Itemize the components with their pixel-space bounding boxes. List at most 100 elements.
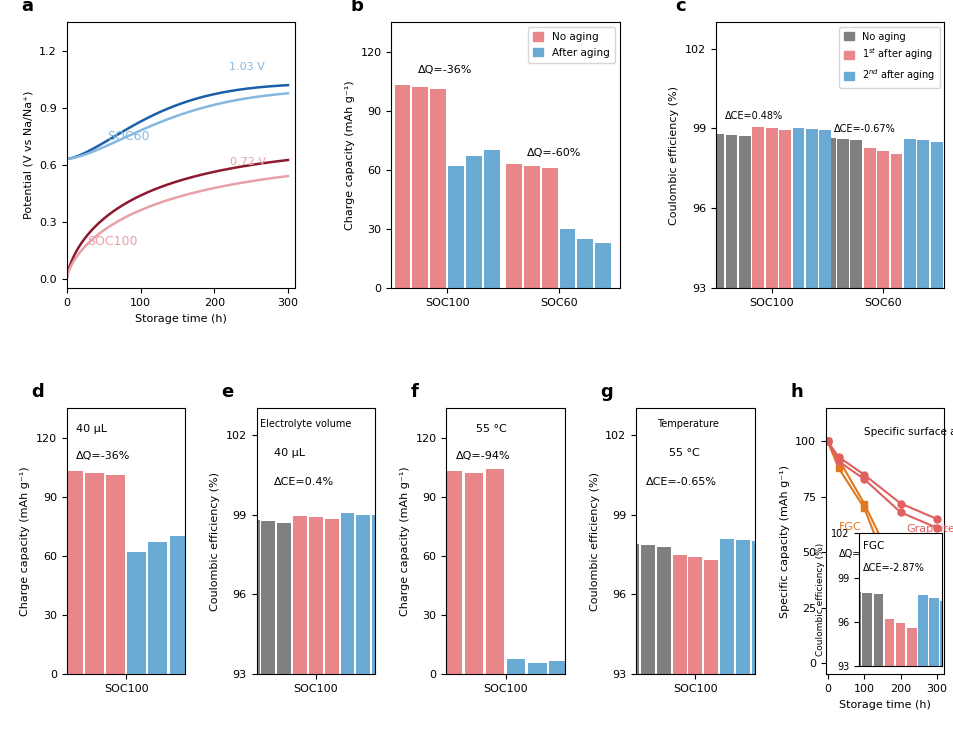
Bar: [541, 168, 557, 288]
Bar: [412, 87, 428, 288]
Text: Temperature: Temperature: [657, 419, 719, 429]
Y-axis label: Charge capacity (mAh g⁻¹): Charge capacity (mAh g⁻¹): [20, 466, 30, 616]
Bar: [64, 471, 83, 674]
Bar: [805, 129, 817, 288]
Bar: [765, 128, 777, 288]
Bar: [277, 523, 291, 674]
Bar: [890, 154, 902, 288]
Text: ΔQ=-90%: ΔQ=-90%: [838, 549, 885, 559]
Text: FGC: FGC: [838, 522, 861, 532]
Y-axis label: Coulombic efficiency (%): Coulombic efficiency (%): [589, 472, 599, 611]
Bar: [752, 127, 763, 288]
Bar: [624, 544, 639, 674]
Bar: [672, 555, 686, 674]
Bar: [917, 141, 928, 288]
Y-axis label: Coulombic efficiency (%): Coulombic efficiency (%): [210, 472, 220, 611]
Bar: [720, 539, 733, 674]
Bar: [506, 658, 525, 674]
Text: ΔCE=0.48%: ΔCE=0.48%: [724, 111, 782, 121]
Bar: [725, 135, 737, 288]
Bar: [903, 139, 915, 288]
Bar: [430, 89, 446, 288]
Bar: [739, 136, 750, 288]
Bar: [85, 474, 104, 674]
Text: 55 °C: 55 °C: [669, 448, 700, 458]
Bar: [464, 474, 483, 674]
Text: ΔQ=-36%: ΔQ=-36%: [76, 451, 131, 460]
Bar: [877, 151, 888, 288]
Bar: [245, 520, 259, 674]
Bar: [930, 141, 942, 288]
Bar: [324, 518, 338, 674]
Bar: [340, 513, 355, 674]
Bar: [850, 140, 862, 288]
Bar: [293, 516, 307, 674]
Text: Specific surface area: Specific surface area: [863, 427, 953, 437]
Bar: [527, 663, 546, 674]
Bar: [395, 85, 410, 288]
Bar: [523, 166, 539, 288]
Bar: [751, 541, 765, 674]
Bar: [792, 128, 803, 288]
Bar: [712, 134, 723, 288]
Bar: [485, 469, 504, 674]
Bar: [372, 515, 386, 674]
Text: ΔQ=-94%: ΔQ=-94%: [456, 451, 510, 460]
Text: ΔQ=-60%: ΔQ=-60%: [527, 148, 581, 158]
Text: Electrolyte volume: Electrolyte volume: [260, 419, 351, 429]
Bar: [170, 537, 188, 674]
Text: g: g: [599, 383, 613, 402]
Bar: [656, 547, 670, 674]
Bar: [448, 166, 463, 288]
X-axis label: Storage time (h): Storage time (h): [839, 699, 930, 710]
Legend: No aging, 1$^{st}$ after aging, 2$^{nd}$ after aging: No aging, 1$^{st}$ after aging, 2$^{nd}$…: [839, 27, 939, 88]
Text: 40 μL: 40 μL: [76, 424, 107, 434]
Bar: [106, 475, 125, 674]
Text: 40 μL: 40 μL: [274, 448, 305, 458]
Bar: [779, 130, 790, 288]
Text: Graphite: Graphite: [905, 524, 953, 534]
Bar: [483, 150, 499, 288]
Bar: [549, 660, 567, 674]
Text: ΔCE=0.4%: ΔCE=0.4%: [274, 477, 335, 487]
Text: 1.03 V: 1.03 V: [229, 62, 265, 72]
Text: b: b: [350, 0, 363, 15]
Text: SOC100: SOC100: [88, 235, 138, 248]
Bar: [735, 540, 749, 674]
Bar: [836, 139, 848, 288]
Text: d: d: [31, 383, 44, 402]
Bar: [703, 560, 718, 674]
Text: ΔCE=-0.65%: ΔCE=-0.65%: [645, 477, 716, 487]
Bar: [356, 515, 370, 674]
Y-axis label: Charge capacity (mAh g⁻¹): Charge capacity (mAh g⁻¹): [345, 81, 355, 230]
Text: c: c: [674, 0, 684, 15]
Bar: [822, 138, 835, 288]
Bar: [309, 517, 322, 674]
Bar: [465, 156, 481, 288]
Bar: [506, 164, 521, 288]
Text: h: h: [789, 383, 802, 402]
Text: SOC60: SOC60: [108, 130, 150, 143]
Bar: [577, 239, 593, 288]
Bar: [595, 243, 610, 288]
Bar: [819, 130, 830, 288]
Text: f: f: [411, 383, 418, 402]
Bar: [863, 149, 875, 288]
X-axis label: Storage time (h): Storage time (h): [135, 314, 227, 323]
Y-axis label: Charge capacity (mAh g⁻¹): Charge capacity (mAh g⁻¹): [399, 466, 410, 616]
Y-axis label: Potential (V vs Na/Na⁺): Potential (V vs Na/Na⁺): [24, 91, 33, 219]
Text: ΔQ=-36%: ΔQ=-36%: [417, 65, 472, 75]
Text: e: e: [221, 383, 233, 402]
Legend: No aging, After aging: No aging, After aging: [527, 27, 614, 63]
Text: a: a: [21, 0, 33, 15]
Y-axis label: Specific capacity (mAh g⁻¹): Specific capacity (mAh g⁻¹): [779, 465, 789, 618]
Bar: [127, 552, 146, 674]
Text: 55 °C: 55 °C: [476, 424, 506, 434]
Bar: [559, 229, 575, 288]
Y-axis label: Coulombic efficiency (%): Coulombic efficiency (%): [669, 86, 679, 224]
Bar: [688, 557, 701, 674]
Bar: [640, 545, 654, 674]
Bar: [443, 471, 461, 674]
Bar: [261, 521, 275, 674]
Bar: [149, 542, 167, 674]
